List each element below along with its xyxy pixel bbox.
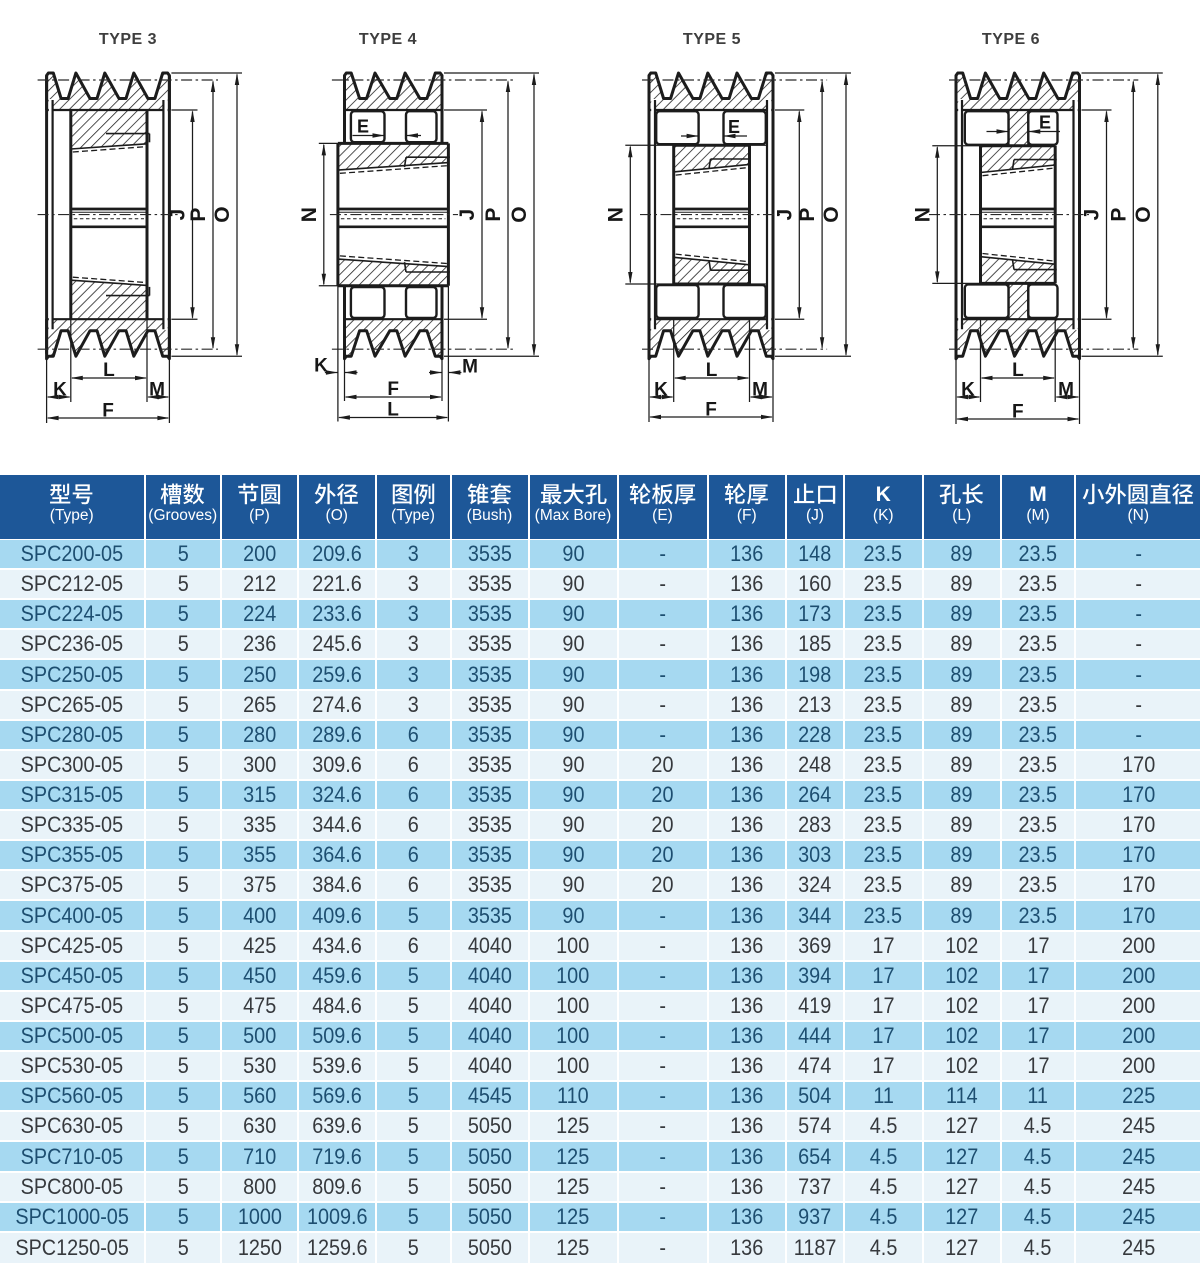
svg-text:L: L xyxy=(103,360,115,381)
svg-text:L: L xyxy=(387,400,399,421)
svg-text:K: K xyxy=(314,356,328,377)
svg-text:P: P xyxy=(482,208,505,222)
svg-text:P: P xyxy=(796,208,819,222)
svg-text:F: F xyxy=(705,400,717,421)
svg-text:N: N xyxy=(604,207,627,222)
svg-text:O: O xyxy=(1132,206,1155,222)
svg-text:P: P xyxy=(1107,208,1130,222)
svg-text:F: F xyxy=(1012,402,1024,423)
svg-text:N: N xyxy=(911,207,934,222)
svg-text:TYPE 6: TYPE 6 xyxy=(982,31,1040,48)
svg-text:K: K xyxy=(654,380,668,401)
svg-text:TYPE 5: TYPE 5 xyxy=(683,31,741,48)
svg-text:TYPE 3: TYPE 3 xyxy=(99,31,157,48)
svg-text:F: F xyxy=(102,401,114,422)
svg-text:L: L xyxy=(706,360,718,381)
svg-text:L: L xyxy=(1012,360,1024,381)
svg-text:J: J xyxy=(1081,209,1104,221)
svg-text:O: O xyxy=(211,206,234,222)
svg-text:M: M xyxy=(752,380,768,401)
svg-text:E: E xyxy=(357,117,369,137)
svg-text:M: M xyxy=(149,380,165,401)
svg-text:M: M xyxy=(1058,380,1074,401)
svg-text:E: E xyxy=(728,117,740,137)
svg-text:J: J xyxy=(456,209,479,221)
svg-text:O: O xyxy=(508,206,531,222)
svg-text:TYPE 4: TYPE 4 xyxy=(359,31,417,48)
svg-text:P: P xyxy=(187,208,210,222)
svg-text:E: E xyxy=(1039,113,1051,133)
svg-text:K: K xyxy=(53,380,67,401)
svg-text:J: J xyxy=(773,209,796,221)
svg-text:F: F xyxy=(387,379,399,400)
svg-text:O: O xyxy=(820,206,843,222)
svg-text:M: M xyxy=(462,357,478,378)
svg-text:N: N xyxy=(298,207,321,222)
svg-text:K: K xyxy=(961,380,975,401)
svg-text:J: J xyxy=(167,209,190,221)
